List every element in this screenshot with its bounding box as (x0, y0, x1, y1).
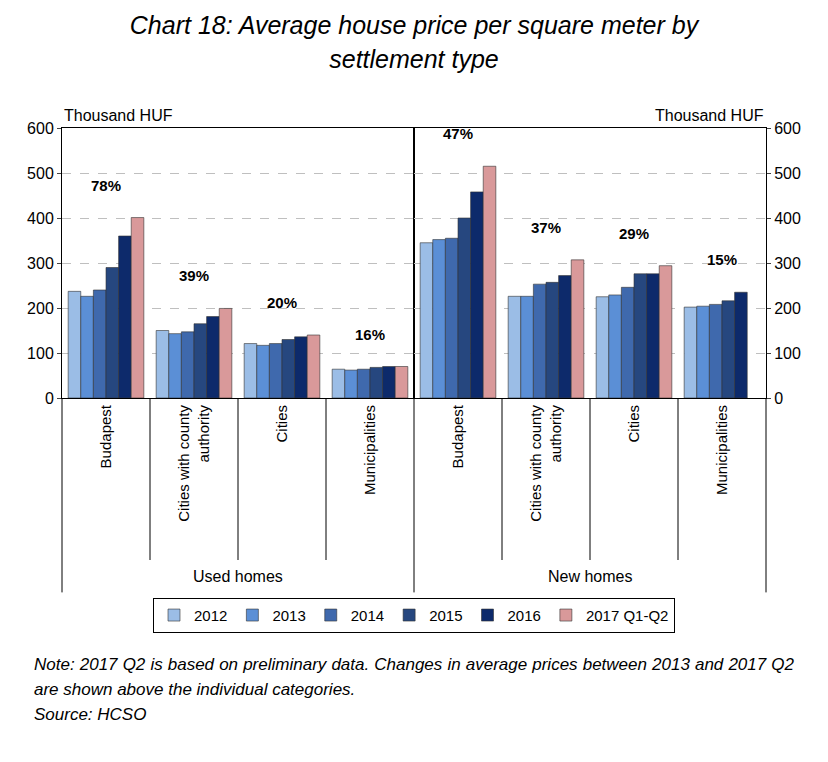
svg-text:Municipalities: Municipalities (713, 405, 730, 495)
svg-text:300: 300 (27, 255, 54, 272)
svg-text:0: 0 (774, 390, 783, 407)
svg-text:Budapest: Budapest (449, 404, 466, 468)
svg-text:600: 600 (27, 120, 54, 137)
svg-text:78%: 78% (91, 177, 121, 194)
svg-text:2015: 2015 (429, 607, 462, 624)
svg-text:New homes: New homes (548, 568, 632, 585)
svg-text:39%: 39% (179, 267, 209, 284)
svg-text:Thousand HUF: Thousand HUF (64, 107, 173, 124)
svg-text:15%: 15% (707, 251, 737, 268)
svg-text:2012: 2012 (194, 607, 227, 624)
svg-text:47%: 47% (443, 125, 473, 142)
svg-text:29%: 29% (619, 225, 649, 242)
svg-text:600: 600 (774, 120, 801, 137)
svg-text:Cities: Cities (625, 405, 642, 443)
svg-text:400: 400 (27, 210, 54, 227)
svg-text:Cities with countyauthority: Cities with countyauthority (175, 405, 212, 522)
svg-text:Cities: Cities (273, 405, 290, 443)
svg-text:Cities with countyauthority: Cities with countyauthority (527, 405, 564, 522)
html-text:Chart 18: Average house price: Chart 18: Average house price per square… (129, 11, 699, 73)
svg-text:Municipalities: Municipalities (361, 405, 378, 495)
svg-text:100: 100 (774, 345, 801, 362)
svg-text:400: 400 (774, 210, 801, 227)
html-text:Source: HCSO: Source: HCSO (34, 705, 147, 724)
svg-text:500: 500 (27, 165, 54, 182)
svg-text:200: 200 (774, 300, 801, 317)
html-text:Note: 2017 Q2 is based on prel: Note: 2017 Q2 is based on preliminary da… (34, 655, 794, 699)
svg-text:Thousand HUF: Thousand HUF (655, 107, 764, 124)
svg-text:2014: 2014 (351, 607, 384, 624)
svg-text:20%: 20% (267, 294, 297, 311)
svg-text:2017 Q1-Q2: 2017 Q1-Q2 (586, 607, 669, 624)
svg-text:100: 100 (27, 345, 54, 362)
svg-text:500: 500 (774, 165, 801, 182)
svg-text:200: 200 (27, 300, 54, 317)
svg-text:16%: 16% (355, 326, 385, 343)
svg-text:2013: 2013 (272, 607, 305, 624)
svg-text:37%: 37% (531, 219, 561, 236)
svg-text:Used homes: Used homes (193, 568, 283, 585)
svg-text:300: 300 (774, 255, 801, 272)
svg-text:Budapest: Budapest (97, 404, 114, 468)
svg-text:2016: 2016 (508, 607, 541, 624)
svg-text:0: 0 (45, 390, 54, 407)
